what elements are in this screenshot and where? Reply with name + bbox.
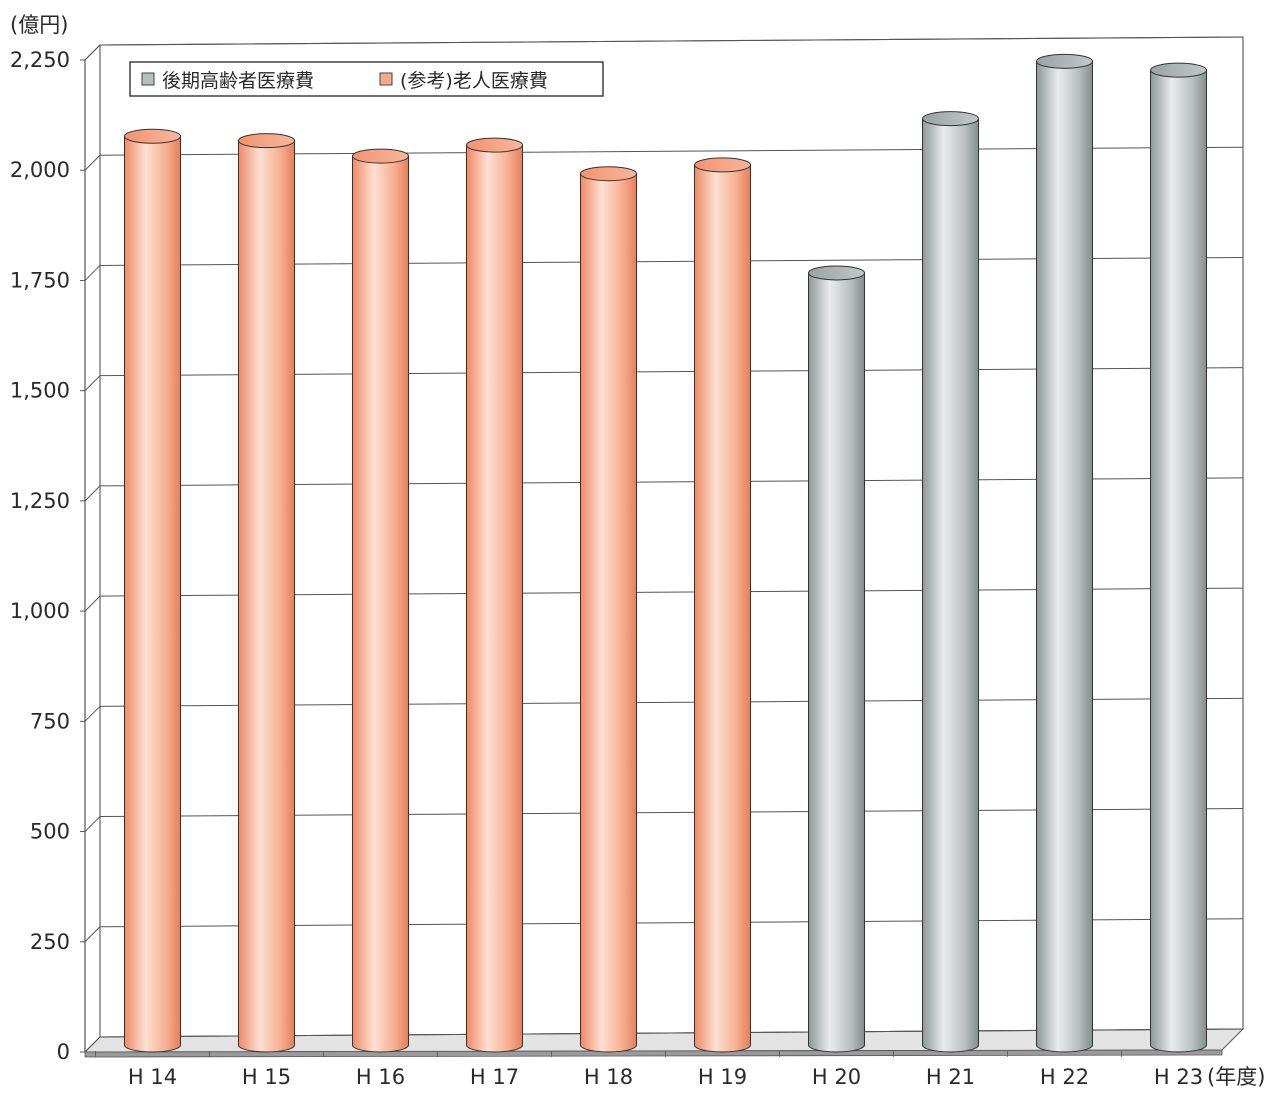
grid-depth-line	[84, 265, 101, 281]
x-tick-label: H 14	[128, 1065, 177, 1089]
bar-top	[580, 166, 637, 182]
bar	[694, 157, 751, 1053]
bar-body	[238, 140, 295, 1053]
x-tick-label: H 18	[584, 1065, 633, 1089]
bar-body	[808, 272, 865, 1053]
y-tick-label: 500	[30, 820, 70, 844]
bar-top	[466, 137, 523, 153]
y-tick-label: 1,500	[10, 379, 70, 403]
x-tick-label: H 15	[242, 1065, 291, 1089]
y-tick-label: 2,000	[10, 158, 70, 182]
legend: 後期高齢者医療費 (参考)老人医療費	[129, 61, 604, 97]
grid-line	[99, 36, 1244, 46]
bar-body	[352, 155, 409, 1053]
grid-depth-line	[84, 154, 101, 171]
grid-depth-line	[84, 1036, 101, 1053]
bar	[124, 128, 181, 1053]
x-tick-label: H 23	[1154, 1065, 1203, 1089]
bar-top	[694, 157, 751, 173]
y-tick-label: 2,250	[10, 48, 70, 72]
x-tick-label: H 20	[812, 1065, 861, 1089]
grid-depth-line	[84, 926, 101, 943]
bar	[580, 166, 637, 1053]
bar-top	[124, 128, 181, 144]
y-tick-label: 1,250	[10, 489, 70, 513]
bar	[808, 265, 865, 1053]
y-tick-label: 1,750	[10, 268, 70, 292]
grid-depth-line	[84, 705, 101, 722]
bar	[352, 148, 409, 1053]
grid-depth-line	[84, 44, 101, 61]
legend-label: 後期高齢者医療費	[162, 70, 314, 92]
x-axis: H 14 H 15 H 16 H 17 H 18 H 19 H 20 H 21 H 22 H 23	[128, 1065, 1203, 1089]
grid-depth-line	[84, 816, 101, 832]
x-unit-label: (年度)	[1207, 1065, 1265, 1089]
x-tick-label: H 19	[698, 1065, 747, 1089]
bar	[238, 133, 295, 1053]
legend-label: (参考)老人医療費	[400, 70, 548, 92]
y-tick-label: 0	[57, 1040, 70, 1064]
y-tick-label: 250	[30, 930, 70, 954]
x-tick-label: H 17	[470, 1065, 519, 1089]
grid-depth-line	[84, 485, 101, 502]
bar-body	[580, 173, 637, 1053]
y-tick-label: 750	[30, 709, 70, 733]
x-tick-label: H 16	[356, 1065, 405, 1089]
bar-body	[1150, 69, 1207, 1053]
legend-box	[129, 61, 604, 97]
x-tick-label: H 21	[926, 1065, 975, 1089]
grid-depth-line	[84, 375, 101, 392]
bar-top	[352, 148, 409, 164]
grid-depth-line	[84, 595, 101, 612]
x-tick-label: H 22	[1040, 1065, 1089, 1089]
bar-top	[238, 133, 295, 149]
bar-top	[922, 111, 979, 127]
y-axis: 0 250 500 750 1,000 1,250 1,500 1,750 2,000 2,250	[10, 48, 85, 1064]
y-unit-label: (億円)	[10, 13, 68, 37]
bar-body	[124, 135, 181, 1053]
y-tick-label: 1,000	[10, 599, 70, 623]
bar-top	[1150, 62, 1207, 78]
bar-top	[1036, 53, 1093, 69]
bar-body	[1036, 60, 1093, 1053]
bar	[466, 137, 523, 1053]
bar-top	[808, 265, 865, 281]
bar	[1036, 53, 1093, 1053]
bar-body	[694, 164, 751, 1053]
legend-swatch	[379, 72, 393, 86]
bar	[1150, 62, 1207, 1053]
bar-body	[922, 118, 979, 1053]
legend-swatch	[141, 72, 155, 86]
bar	[922, 111, 979, 1053]
bar-body	[466, 144, 523, 1053]
bars	[124, 53, 1207, 1053]
